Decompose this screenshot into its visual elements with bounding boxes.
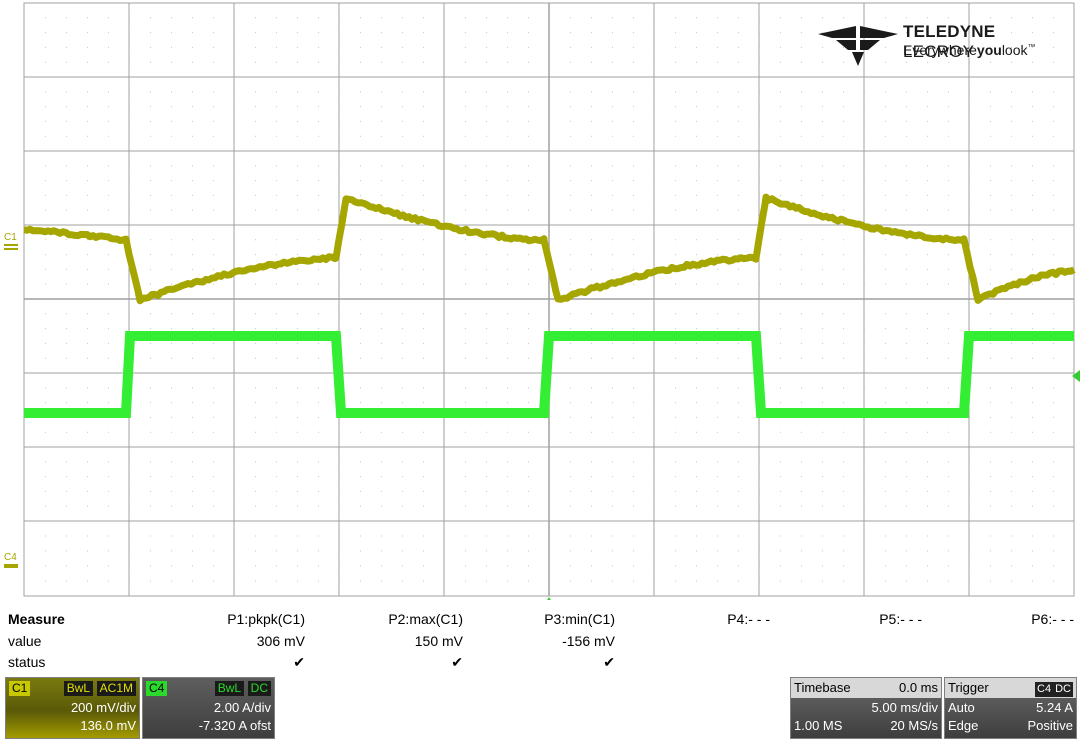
timebase-title: Timebase: [794, 680, 851, 695]
p4-name[interactable]: P4:- - -: [727, 611, 770, 627]
trigger-source-badge: C4: [1035, 682, 1053, 697]
p1-name[interactable]: P1:pkpk(C1): [227, 611, 305, 627]
teledyne-lecroy-logo: TELEDYNE LECROY Everywhereyoulook™: [818, 22, 1068, 68]
trigger-level: 5.24 A: [1036, 700, 1073, 715]
teledyne-logo-icon: [818, 24, 898, 66]
brand-tagline: Everywhereyoulook™: [903, 42, 1036, 58]
c4-trace-marker[interactable]: C4: [4, 552, 18, 566]
p1-value: 306 mV: [257, 633, 305, 649]
value-row-label: value: [8, 633, 41, 649]
c4-trace: [24, 336, 1074, 413]
trigger-slope: Positive: [1027, 718, 1073, 733]
p2-name[interactable]: P2:max(C1): [388, 611, 463, 627]
p5-name[interactable]: P5:- - -: [879, 611, 922, 627]
c1-ground-line: [4, 248, 18, 250]
p2-status-check-icon: ✔: [451, 654, 463, 671]
c1-offset: 136.0 mV: [80, 718, 136, 733]
p3-name[interactable]: P3:min(C1): [544, 611, 615, 627]
timebase-samples: 1.00 MS: [794, 718, 842, 733]
c4-coupling-badge: DC: [248, 681, 271, 696]
trigger-level-icon: [1072, 370, 1080, 382]
trigger-type: Edge: [948, 718, 978, 733]
c1-trace-marker[interactable]: C1: [4, 232, 18, 246]
measure-table: Measure value status P1:pkpk(C1) 306 mV …: [0, 611, 1080, 675]
waveform-grid: [0, 0, 1080, 600]
p3-status-check-icon: ✔: [603, 654, 615, 671]
trigger-mode: Auto: [948, 700, 975, 715]
p3-value: -156 mV: [562, 633, 615, 649]
c4-channel-tag: C4: [146, 681, 167, 696]
c4-bw-badge: BwL: [215, 681, 244, 696]
trigger-position-icon: [544, 597, 554, 600]
timebase-rate: 20 MS/s: [890, 718, 938, 733]
c4-offset: -7.320 A ofst: [199, 718, 271, 733]
c1-coupling-badge: AC1M: [97, 681, 136, 696]
c1-bw-badge: BwL: [64, 681, 93, 696]
trigger-title: Trigger: [948, 680, 989, 695]
c1-channel-tag: C1: [9, 681, 30, 696]
c1-channel-panel[interactable]: C1 BwL AC1M 200 mV/div 136.0 mV: [5, 677, 140, 739]
status-row-label: status: [8, 654, 45, 670]
p2-value: 150 mV: [415, 633, 463, 649]
p6-name[interactable]: P6:- - -: [1031, 611, 1074, 627]
measure-title: Measure: [8, 611, 65, 627]
c4-channel-panel[interactable]: C4 BwL DC 2.00 A/div -7.320 A ofst: [142, 677, 275, 739]
c4-ground-line: [4, 566, 18, 568]
c1-vdiv: 200 mV/div: [71, 700, 136, 715]
timebase-panel[interactable]: Timebase 0.0 ms 5.00 ms/div 1.00 MS 20 M…: [790, 677, 942, 739]
timebase-delay: 0.0 ms: [899, 680, 938, 695]
p1-status-check-icon: ✔: [293, 654, 305, 671]
trigger-panel[interactable]: Trigger C4 DC Auto 5.24 A Edge Positive: [944, 677, 1077, 739]
timebase-tdiv: 5.00 ms/div: [872, 700, 938, 715]
trigger-coupling-badge: DC: [1053, 682, 1073, 697]
c4-adiv: 2.00 A/div: [214, 700, 271, 715]
